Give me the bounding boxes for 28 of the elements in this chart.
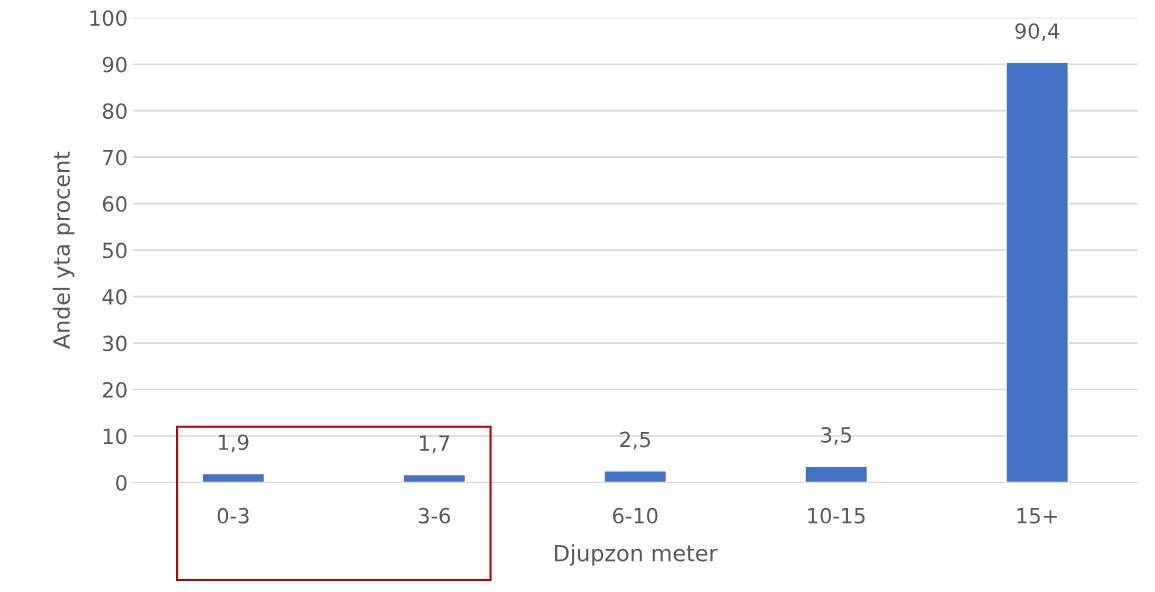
bar bbox=[402, 473, 467, 483]
bar bbox=[804, 465, 869, 483]
x-tick-label: 10-15 bbox=[808, 507, 865, 524]
y-tick-label: 30 bbox=[103, 335, 127, 352]
y-tick-label: 0 bbox=[116, 474, 127, 491]
bar bbox=[603, 470, 668, 483]
bar bbox=[1005, 61, 1070, 483]
y-tick-label: 100 bbox=[90, 10, 127, 26]
y-tick-label: 50 bbox=[103, 242, 127, 259]
data-label: 1,7 bbox=[420, 435, 450, 454]
bar bbox=[201, 472, 266, 483]
y-tick-label: 90 bbox=[102, 56, 127, 73]
y-tick-label: 20 bbox=[102, 381, 127, 398]
x-tick-label: 15+ bbox=[1017, 508, 1057, 524]
y-tick-label: 40 bbox=[102, 289, 127, 305]
data-label: 1,9 bbox=[219, 434, 249, 453]
y-tick-label: 60 bbox=[102, 196, 127, 212]
x-tick-label: 0-3 bbox=[217, 507, 249, 524]
x-tick-label: 3-6 bbox=[418, 507, 450, 524]
data-label: 90,4 bbox=[1015, 23, 1060, 42]
y-tick-label: 80 bbox=[102, 103, 127, 119]
x-axis-title: Djupzon meter bbox=[555, 544, 718, 566]
data-label: 3,5 bbox=[821, 426, 851, 445]
y-tick-label: 10 bbox=[103, 428, 127, 445]
x-tick-label: 6-10 bbox=[613, 507, 658, 524]
y-tick-label: 70 bbox=[103, 149, 127, 166]
y-axis-title: Andel yta procent bbox=[52, 151, 75, 349]
data-label: 2,5 bbox=[620, 431, 650, 450]
